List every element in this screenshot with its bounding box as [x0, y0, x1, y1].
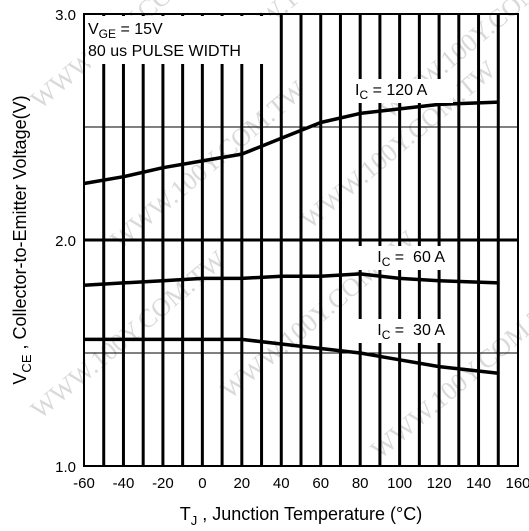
series-label-bg [353, 246, 453, 270]
grid [84, 14, 518, 466]
x-tick-label: 60 [312, 475, 329, 492]
series-line-30a [84, 337, 499, 376]
y-tick-label: 2.0 [55, 233, 76, 250]
x-tick-label: 140 [466, 475, 491, 492]
y-tick-label: 3.0 [55, 7, 76, 24]
series-label-bg [353, 319, 453, 343]
y-tick-labels: 1.0 2.0 3.0 [55, 7, 76, 476]
x-tick-label: -20 [152, 475, 174, 492]
x-tick-label: -60 [73, 475, 95, 492]
watermark-layer: WWW.100Y.COM.TWWWW.100Y.COM.TWWWW.100Y.C… [25, 0, 529, 465]
x-tick-labels: -60 -40 -20 0 20 40 60 80 100 120 140 160 [73, 475, 529, 492]
series-label-120a: IC = 120 A [355, 82, 428, 102]
series-label-30a: IC = 30 A [355, 322, 458, 342]
plot-frame [83, 13, 519, 467]
annotation-box [86, 16, 278, 64]
series-line-60a [83, 272, 499, 287]
annotation-vge: VGE = 15V [88, 21, 163, 41]
x-tick-label: -40 [113, 475, 135, 492]
x-tick-label: 100 [387, 475, 412, 492]
x-tick-label: 40 [273, 475, 290, 492]
watermark-text: WWW.100Y.COM.TW [365, 285, 529, 465]
x-axis-label: TJ , Junction Temperature (°C) [180, 504, 422, 528]
x-tick-label: 20 [233, 475, 250, 492]
y-axis-label: VCE , Collector-to-Emitter Voltage(V) [10, 95, 34, 384]
series-label-60a: IC = 60 A [355, 249, 458, 269]
x-tick-label: 120 [427, 475, 452, 492]
x-tick-label: 80 [352, 475, 369, 492]
annotation-pulse-width: 80 us PULSE WIDTH [88, 43, 241, 60]
watermark-text: WWW.100Y.COM.TW [25, 245, 232, 425]
series-label-bg [353, 79, 453, 103]
x-tick-label: 0 [198, 475, 206, 492]
series-line-120a [83, 100, 499, 186]
y-tick-label: 1.0 [55, 459, 76, 476]
series-layer [83, 79, 499, 376]
x-tick-label: 160 [505, 475, 529, 492]
